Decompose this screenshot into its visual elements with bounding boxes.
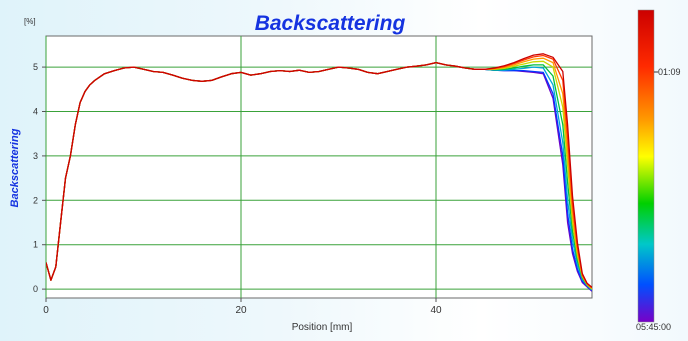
x-tick-label: 0 <box>43 305 49 316</box>
x-tick-label: 40 <box>430 305 442 316</box>
chart-title: Backscattering <box>255 12 406 35</box>
y-tick-label: 0 <box>33 284 38 294</box>
grid-lines <box>45 36 592 298</box>
y-axis-ticks: 0 1 2 3 4 5 <box>33 62 46 294</box>
plot-area <box>45 35 593 299</box>
colorbar <box>637 9 655 323</box>
series-layer <box>46 53 592 292</box>
y-tick-label: 5 <box>33 62 38 72</box>
colorbar-label-bottom: 05:45:00 <box>636 322 671 332</box>
y-axis-label: Backscattering <box>9 128 21 207</box>
series-line <box>46 53 592 288</box>
x-axis-ticks: 0 20 40 <box>43 298 442 316</box>
y-tick-label: 4 <box>33 106 38 116</box>
x-tick-label: 20 <box>235 305 247 316</box>
y-unit-label: [%] <box>24 17 36 26</box>
y-tick-label: 2 <box>33 195 38 205</box>
colorbar-label-top: 01:09 <box>658 67 681 77</box>
x-axis-label: Position [mm] <box>292 322 353 333</box>
y-tick-label: 3 <box>33 151 38 161</box>
y-tick-label: 1 <box>33 240 38 250</box>
